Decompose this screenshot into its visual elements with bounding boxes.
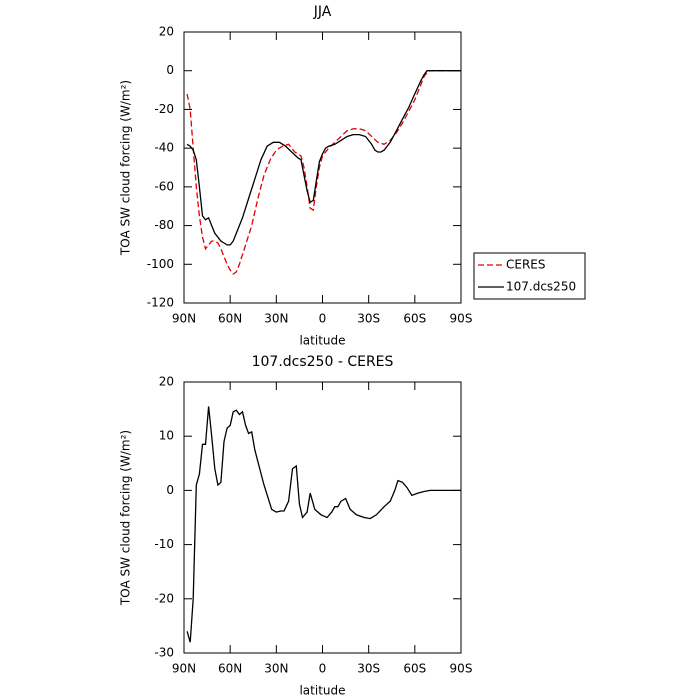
x-tick-label: 0 xyxy=(319,662,327,676)
y-tick-label: -80 xyxy=(154,218,174,232)
y-tick-label: 0 xyxy=(166,483,174,497)
x-tick-label: 60S xyxy=(403,312,426,326)
y-tick-label: -20 xyxy=(154,591,174,605)
y-axis-label: TOA SW cloud forcing (W/m²) xyxy=(119,430,133,606)
legend-box xyxy=(473,252,586,300)
x-tick-label: 30S xyxy=(357,662,380,676)
plot-frame xyxy=(183,381,462,654)
y-tick-label: -20 xyxy=(154,102,174,116)
y-tick-label: 20 xyxy=(159,25,174,39)
chart-title: JJA xyxy=(313,4,332,20)
y-tick-label: -120 xyxy=(147,296,174,310)
x-tick-label: 60S xyxy=(403,662,426,676)
y-tick-label: 0 xyxy=(166,63,174,77)
x-tick-label: 90S xyxy=(450,312,473,326)
y-axis-label: TOA SW cloud forcing (W/m²) xyxy=(119,80,133,256)
x-tick-label: 0 xyxy=(319,312,327,326)
y-tick-label: -40 xyxy=(154,141,174,155)
x-tick-label: 60N xyxy=(218,312,242,326)
data-line xyxy=(186,70,461,275)
x-tick-label: 30N xyxy=(264,312,288,326)
x-tick-label: 90N xyxy=(172,312,196,326)
x-tick-label: 30S xyxy=(357,312,380,326)
x-tick-label: 60N xyxy=(218,662,242,676)
y-tick-label: -60 xyxy=(154,179,174,193)
y-tick-label: -10 xyxy=(154,537,174,551)
plot-frame xyxy=(183,31,462,304)
legend-label: CERES xyxy=(506,258,546,272)
chart-title: 107.dcs250 - CERES xyxy=(252,354,394,370)
data-line xyxy=(186,70,461,246)
x-axis-label: latitude xyxy=(299,334,345,348)
x-tick-label: 90N xyxy=(172,662,196,676)
x-tick-label: 90S xyxy=(450,662,473,676)
legend-label: 107.dcs250 xyxy=(506,280,576,294)
y-tick-label: -100 xyxy=(147,257,174,271)
data-line xyxy=(186,406,461,643)
x-axis-label: latitude xyxy=(299,684,345,698)
x-tick-label: 30N xyxy=(264,662,288,676)
y-tick-label: 10 xyxy=(159,429,174,443)
y-tick-label: -30 xyxy=(154,646,174,660)
y-tick-label: 20 xyxy=(159,375,174,389)
